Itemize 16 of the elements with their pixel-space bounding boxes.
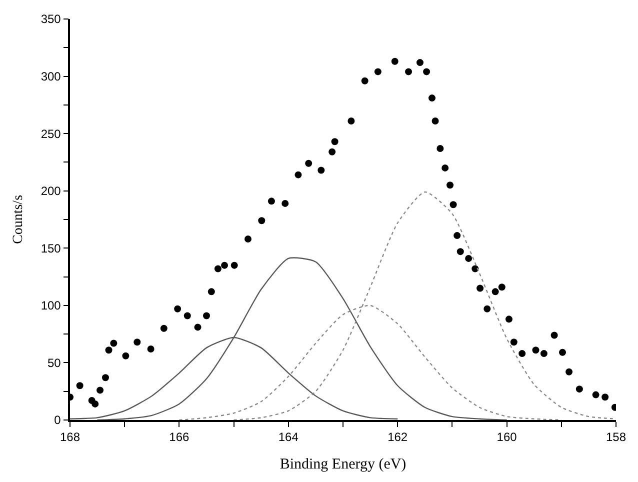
- y-tick-label: 50: [47, 356, 62, 370]
- x-tick-label: 160: [496, 430, 518, 444]
- y-tick-label: 150: [40, 241, 62, 256]
- x-axis-title: Binding Energy (eV): [280, 456, 406, 473]
- y-tick-label: 300: [40, 69, 62, 84]
- y-tick-label: 0: [54, 413, 62, 428]
- y-tick-label: 100: [40, 298, 62, 313]
- y-tick-label: 200: [40, 184, 62, 198]
- y-tick-label: 250: [40, 126, 62, 141]
- x-tick-label: 158: [606, 430, 626, 444]
- y-axis-title: Counts/s: [10, 194, 26, 244]
- x-tick-label: 166: [169, 430, 190, 444]
- y-tick-label: 350: [40, 12, 62, 26]
- x-tick-label: 168: [60, 430, 80, 444]
- x-tick-label: 164: [278, 430, 299, 444]
- x-tick-label: 162: [388, 430, 408, 444]
